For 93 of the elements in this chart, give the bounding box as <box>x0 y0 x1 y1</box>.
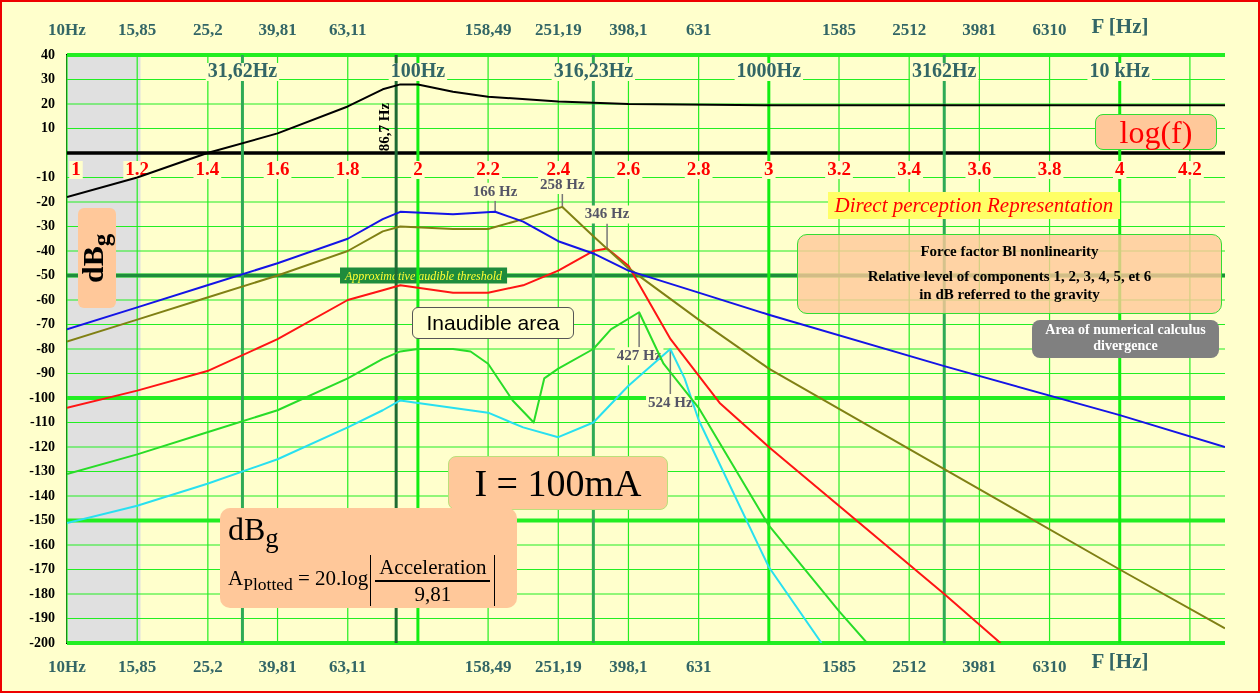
text: 25,2 <box>192 20 223 40</box>
y-tick-label: -70 <box>36 316 55 332</box>
annotation: dB$_{g}$ <box>228 511 280 556</box>
y-tick-label: -80 <box>36 340 55 356</box>
x-tick-label: 15,85 <box>118 656 157 676</box>
text: 15,85 <box>118 20 157 40</box>
y-tick-label: -100 <box>29 389 55 405</box>
x-tick-label: 10Hz <box>48 656 87 676</box>
x-tick-label: 398,1 <box>609 656 648 676</box>
annotation: Acceleration <box>375 555 491 582</box>
annotation: 166 Hz <box>472 182 518 199</box>
annotation: 2.6 <box>616 157 641 179</box>
annotation: 524 Hz <box>648 393 693 410</box>
ref-line-label: Approximative audible threshold <box>344 268 504 283</box>
annotation: 258 Hz <box>540 175 585 192</box>
x-tick-label: 2512 <box>892 656 927 676</box>
y-tick-label: -20 <box>36 193 55 209</box>
annotation: 2 <box>413 157 423 179</box>
annotation: Area of numerical calculus divergence <box>1032 320 1219 358</box>
y-tick-label: -120 <box>29 438 55 454</box>
text: 2512 <box>892 20 927 40</box>
x-tick-label: 631 <box>685 656 712 676</box>
y-tick-label: -180 <box>29 585 55 601</box>
text: 6310 <box>1032 20 1067 40</box>
annotation: 3 <box>764 157 774 179</box>
annotation: 4 <box>1114 157 1125 179</box>
text: 251,19 <box>534 20 582 40</box>
annotation: Force factor Bl nonlinearity <box>919 243 1100 261</box>
x-tick-label: 1585 <box>822 656 857 676</box>
x-tick-label: 25,2 <box>192 656 223 676</box>
x-tick-label: 3981 <box>962 656 997 676</box>
y-tick-label: -130 <box>29 463 55 479</box>
ref-line-label: 316,23Hz <box>553 59 634 82</box>
y-tick-label: -110 <box>30 414 55 430</box>
text: 158,49 <box>464 20 512 40</box>
x-tick-label: 6310 <box>1032 656 1067 676</box>
text: 63,11 <box>329 20 367 40</box>
annotation: 4.2 <box>1178 157 1202 179</box>
caption-box: Force factor Bl nonlinearity Relative level of components 1, 2, 3, 4, 5, et 6 in dB referred to the gravity <box>797 234 1222 314</box>
annotation: A$_{Plotted}$ = 20.log <box>228 566 369 595</box>
y-tick-label: -90 <box>36 365 55 381</box>
text: 398,1 <box>609 20 648 40</box>
annotation: 2.2 <box>476 157 500 179</box>
ref-line-label: 100Hz <box>390 59 446 82</box>
ref-line-label: 10 kHz <box>1089 59 1151 82</box>
y-tick-label: -40 <box>36 242 55 258</box>
x-tick-label: 251,19 <box>534 656 582 676</box>
text: 1585 <box>822 20 857 40</box>
annotation: 1.6 <box>265 157 290 179</box>
annotation: 1.4 <box>195 157 220 179</box>
text: F [Hz] <box>1091 14 1149 39</box>
y-tick-label: 20 <box>41 95 55 111</box>
text: 631 <box>685 20 712 40</box>
text: 10Hz <box>48 20 86 40</box>
y-tick-label: 30 <box>41 71 55 87</box>
x-tick-label: 63,11 <box>329 656 367 676</box>
annotation: in dB referred to the gravity <box>918 285 1101 303</box>
y-tick-label: -60 <box>36 291 55 307</box>
annotation: 1.2 <box>125 157 150 179</box>
ref-line-label: 86,7 Hz <box>376 102 393 152</box>
y-tick-label: -10 <box>36 169 55 185</box>
text: 3981 <box>962 20 997 40</box>
ref-line-label: 31,62Hz <box>207 59 278 82</box>
y-tick-label: 10 <box>41 120 55 136</box>
annotation: log(f) <box>1095 114 1217 150</box>
y-tick-label: -150 <box>29 512 55 528</box>
text: 39,81 <box>258 20 297 40</box>
y-tick-label: -160 <box>29 536 55 552</box>
y-tick-label: -200 <box>29 634 55 650</box>
annotation: 3.2 <box>827 157 851 179</box>
annotation: 1 <box>71 157 81 179</box>
annotation: 3.6 <box>967 157 992 179</box>
y-tick-label: -170 <box>29 561 55 577</box>
annotation: I = 100mA <box>448 456 668 510</box>
y-tick-label: -50 <box>36 267 55 283</box>
annotation: Direct perception Representation <box>828 192 1120 219</box>
annotation: 3.4 <box>897 157 922 179</box>
y-tick-label: -140 <box>29 487 55 503</box>
y-tick-label: -190 <box>29 610 55 626</box>
annotation: 3.8 <box>1037 157 1062 179</box>
annotation: 2.8 <box>686 157 711 179</box>
y-tick-label: -30 <box>36 218 55 234</box>
ref-line-label: 1000Hz <box>736 59 802 82</box>
annotation: 346 Hz <box>584 205 630 222</box>
annotation: 1.8 <box>335 157 360 179</box>
ref-line-label: 3162Hz <box>912 59 977 82</box>
x-axis-title: F [Hz] <box>1091 649 1149 674</box>
x-tick-label: 158,49 <box>464 656 512 676</box>
y-tick-label: 40 <box>41 46 55 62</box>
x-tick-label: 39,81 <box>258 656 297 676</box>
annotation: Inaudible area <box>412 307 574 339</box>
annotation: 9,81 <box>413 581 453 606</box>
annotation: Relative level of components 1, 2, 3, 4, 5, et 6 <box>866 268 1153 286</box>
